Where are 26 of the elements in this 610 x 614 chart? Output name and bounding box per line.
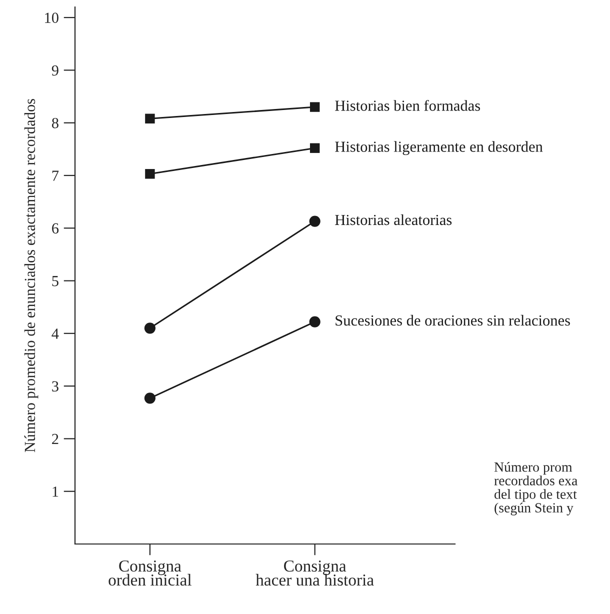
point xyxy=(145,169,155,179)
y-tick-label: 7 xyxy=(52,170,59,181)
text: Número prom recordados exa del tipo de text (según Stein y xyxy=(494,462,578,516)
y-tick-label: 8 xyxy=(52,118,58,128)
series-label: Historias aleatorias xyxy=(335,214,452,226)
x-tick-label: Consigna hacer una historia xyxy=(256,560,374,586)
series-label: Historias bien formadas xyxy=(335,100,480,111)
point xyxy=(144,392,156,404)
point xyxy=(144,322,156,334)
y-tick-label: 6 xyxy=(52,223,59,234)
point xyxy=(309,216,320,227)
point xyxy=(309,316,320,328)
y-axis-title: Número promedio de enunciados exactamente recordados xyxy=(24,98,38,452)
series-label: Sucesiones de oraciones sin relaciones xyxy=(336,314,570,326)
y-tick-label: 2 xyxy=(52,434,58,444)
series-label: Historias ligeramente en desorden xyxy=(335,141,543,156)
x-tick-label: Consigna orden inicial xyxy=(108,560,192,586)
y-tick-label: 5 xyxy=(52,276,58,286)
y-tick-label: 4 xyxy=(52,328,59,339)
y-tick-label: 10 xyxy=(45,12,58,23)
point xyxy=(310,102,320,112)
y-tick-label: 1 xyxy=(52,486,58,497)
y-tick-label: 9 xyxy=(52,65,58,76)
y-tick-label: 3 xyxy=(52,381,58,392)
point xyxy=(145,114,155,124)
point xyxy=(310,143,320,153)
